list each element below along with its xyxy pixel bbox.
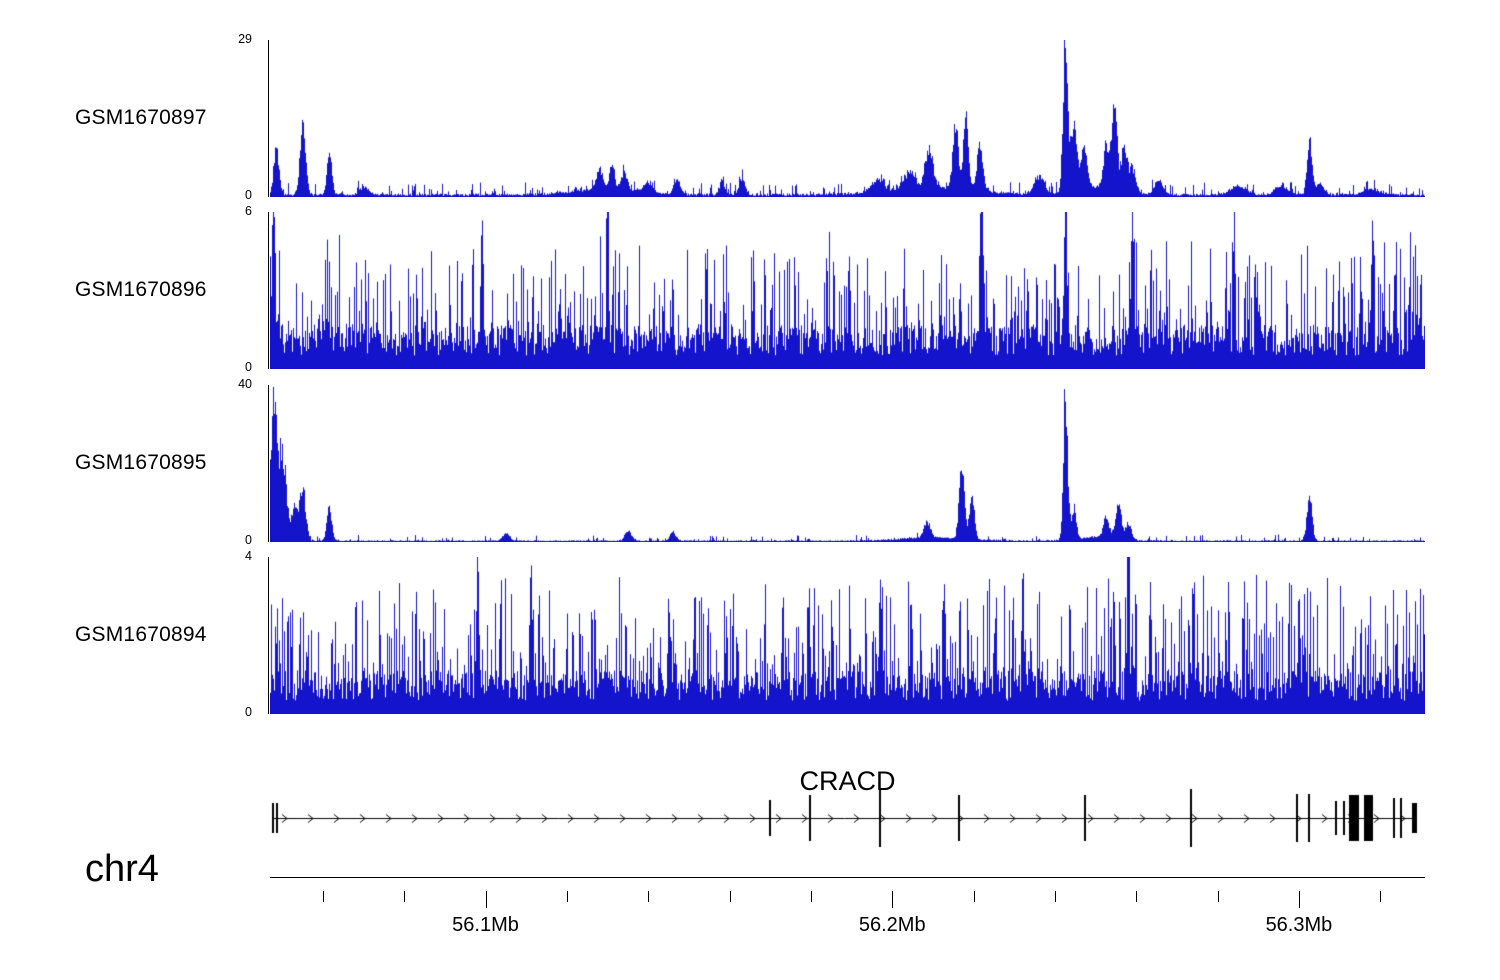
y-axis-zero-label: 0 xyxy=(245,533,252,547)
coverage-canvas-gsm1670897 xyxy=(270,40,1425,197)
coverage-canvas-gsm1670895 xyxy=(270,385,1425,542)
axis-tick xyxy=(566,891,568,902)
coverage-canvas-gsm1670894 xyxy=(270,557,1425,714)
axis-tick-label: 56.1Mb xyxy=(452,914,519,936)
axis-tick xyxy=(404,891,406,902)
axis-tick xyxy=(1054,891,1056,902)
y-axis-max-label: 40 xyxy=(238,377,252,391)
axis-separator-line xyxy=(270,877,1425,878)
y-axis-line xyxy=(268,385,269,542)
y-axis-line xyxy=(268,557,269,714)
y-axis-max-label: 29 xyxy=(238,32,252,46)
axis-tick xyxy=(1380,891,1382,902)
axis-tick xyxy=(1298,891,1300,908)
track-label-gsm1670897: GSM1670897 xyxy=(75,106,207,129)
axis-tick xyxy=(810,891,812,902)
chromosome-label: chr4 xyxy=(85,848,159,890)
axis-tick xyxy=(729,891,731,902)
axis-tick-label: 56.3Mb xyxy=(1265,914,1333,936)
y-axis-line xyxy=(268,212,269,369)
axis-tick xyxy=(1136,891,1138,902)
axis-tick-label: 56.2Mb xyxy=(858,914,926,936)
y-axis-zero-label: 0 xyxy=(245,360,252,374)
coverage-canvas-gsm1670896 xyxy=(270,212,1425,369)
axis-tick xyxy=(1217,891,1219,902)
y-axis-zero-label: 0 xyxy=(245,188,252,202)
track-label-gsm1670895: GSM1670895 xyxy=(75,451,207,474)
genome-axis: 56.1Mb 56.2Mb 56.3Mb xyxy=(270,891,1425,951)
y-axis-max-label: 4 xyxy=(245,549,252,563)
axis-tick xyxy=(322,891,324,902)
y-axis-line xyxy=(268,40,269,197)
track-label-gsm1670894: GSM1670894 xyxy=(75,623,207,646)
y-axis-max-label: 6 xyxy=(245,204,252,218)
y-axis-zero-label: 0 xyxy=(245,705,252,719)
axis-tick xyxy=(973,891,975,902)
gene-model-canvas xyxy=(270,783,1425,853)
axis-tick xyxy=(648,891,650,902)
axis-tick xyxy=(485,891,487,908)
track-label-gsm1670896: GSM1670896 xyxy=(75,278,207,301)
axis-tick xyxy=(892,891,894,908)
